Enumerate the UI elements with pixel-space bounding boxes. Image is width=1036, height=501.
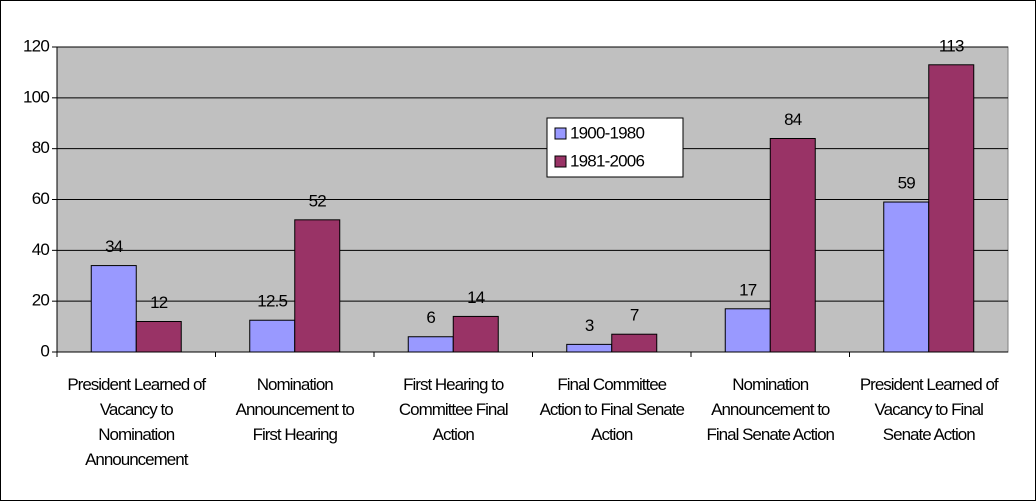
y-tick-label: 80	[32, 138, 50, 157]
data-label: 3	[585, 316, 594, 335]
legend-label: 1900-1980	[570, 123, 644, 142]
y-tick-label: 0	[40, 341, 49, 360]
legend-swatch	[554, 127, 567, 140]
y-tick-label: 60	[32, 189, 50, 208]
data-label: 59	[898, 174, 916, 193]
bar	[135, 321, 182, 353]
data-label: 14	[467, 288, 485, 307]
bar	[769, 138, 816, 353]
y-tick-label: 20	[32, 291, 50, 310]
legend-box	[546, 117, 684, 178]
data-label: 7	[630, 306, 639, 325]
data-label: 52	[309, 191, 327, 210]
bar	[294, 219, 341, 353]
bar	[724, 308, 771, 353]
data-label: 12.5	[257, 292, 287, 311]
bar	[407, 336, 454, 353]
data-label: 17	[739, 280, 757, 299]
x-tick-label: President Learned of Vacancy to Final Se…	[859, 375, 999, 444]
x-tick-label: President Learned of Vacancy to Nominati…	[67, 375, 206, 469]
y-tick-label: 120	[23, 36, 49, 55]
bar	[611, 333, 658, 353]
legend-swatch	[554, 155, 567, 168]
y-tick-label: 40	[32, 240, 50, 259]
data-label: 34	[105, 237, 123, 256]
bar	[566, 343, 613, 353]
bar	[90, 265, 137, 353]
data-label: 6	[426, 308, 435, 327]
x-tick-label: Final Committee Action to Final Senate A…	[539, 375, 685, 444]
x-tick-label: Nomination Announcement to First Hearing	[235, 375, 355, 444]
legend-label: 1981-2006	[570, 151, 644, 170]
data-label: 113	[939, 36, 964, 55]
y-tick-label: 100	[23, 87, 49, 106]
bar	[883, 201, 930, 353]
x-tick-label: First Hearing to Committee Final Action	[398, 375, 509, 444]
data-label: 84	[784, 110, 802, 129]
data-label: 12	[150, 293, 168, 312]
bar	[452, 315, 499, 353]
bar	[928, 64, 975, 353]
x-tick-label: Nomination Announcement to Final Senate …	[706, 375, 835, 444]
bar	[249, 319, 296, 353]
